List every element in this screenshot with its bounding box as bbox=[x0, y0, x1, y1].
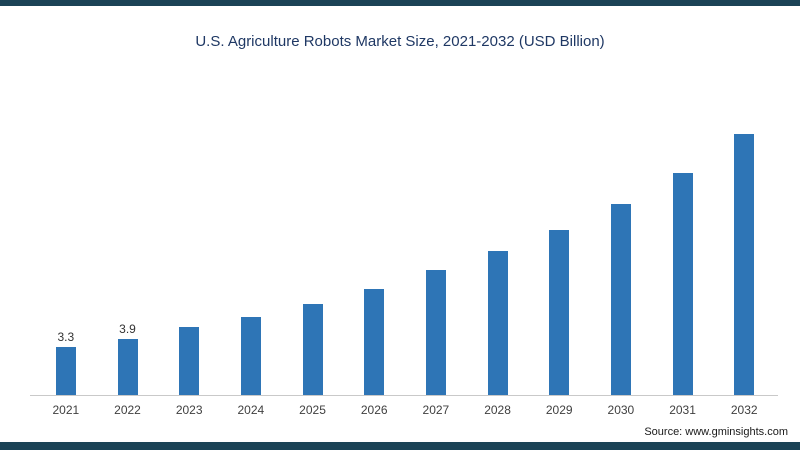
bar bbox=[179, 326, 200, 395]
source-attribution: Source: www.gminsights.com bbox=[644, 426, 788, 438]
x-axis-line bbox=[30, 395, 778, 396]
bottom-border bbox=[0, 442, 800, 450]
bar bbox=[302, 303, 323, 395]
bar bbox=[734, 134, 755, 395]
bar bbox=[240, 316, 261, 395]
top-border bbox=[0, 0, 800, 6]
bar-group bbox=[220, 314, 282, 395]
bar-group bbox=[405, 267, 467, 395]
bar bbox=[117, 338, 138, 395]
bar-value-label: 3.3 bbox=[57, 330, 75, 345]
bar-group bbox=[282, 301, 344, 395]
bar-value-label: 3.9 bbox=[119, 321, 136, 336]
x-axis-ticks: 2021 2022 2023 2024 2025 2026 2027 2028 2029 2030… bbox=[35, 403, 775, 417]
x-tick-label: 2028 bbox=[484, 403, 511, 417]
x-tick-label: 2026 bbox=[360, 403, 388, 417]
x-tick-label: 2024 bbox=[237, 403, 265, 417]
x-tick-label: 2029 bbox=[545, 403, 573, 417]
bar bbox=[487, 251, 508, 395]
bar bbox=[549, 229, 570, 395]
bar-group bbox=[590, 201, 652, 395]
x-tick-label: 2021 bbox=[52, 403, 80, 417]
bar bbox=[672, 173, 693, 395]
bar bbox=[364, 289, 385, 395]
bar-group: 3.3 bbox=[35, 330, 97, 395]
x-tick-label: 2022 bbox=[114, 403, 141, 417]
bar-group bbox=[343, 286, 405, 395]
bar-group bbox=[528, 227, 590, 395]
x-tick-label: 2032 bbox=[730, 403, 758, 417]
plot-area: 3.3 3.9 bbox=[35, 105, 775, 395]
bar-group bbox=[652, 170, 714, 395]
bar-group bbox=[713, 131, 775, 395]
bar bbox=[425, 270, 446, 395]
bar bbox=[610, 203, 631, 395]
bar-group bbox=[158, 324, 220, 395]
x-tick-label: 2030 bbox=[607, 403, 635, 417]
bar-group bbox=[467, 248, 529, 395]
bar-group: 3.9 bbox=[97, 321, 159, 395]
x-tick-label: 2023 bbox=[175, 403, 203, 417]
chart-title: U.S. Agriculture Robots Market Size, 202… bbox=[195, 33, 605, 50]
x-tick-label: 2027 bbox=[422, 403, 450, 417]
x-tick-label: 2025 bbox=[299, 403, 326, 417]
bar bbox=[55, 347, 76, 395]
x-tick-label: 2031 bbox=[669, 403, 696, 417]
